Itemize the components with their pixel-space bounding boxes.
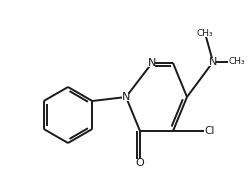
Bar bbox=[228, 58, 244, 66]
Bar bbox=[122, 93, 129, 101]
Bar bbox=[203, 127, 215, 135]
Text: O: O bbox=[135, 158, 144, 168]
Bar bbox=[196, 29, 213, 37]
Text: CH₃: CH₃ bbox=[228, 58, 244, 67]
Bar bbox=[209, 58, 216, 66]
Bar bbox=[136, 159, 143, 167]
Text: Cl: Cl bbox=[204, 126, 214, 136]
Bar bbox=[148, 59, 155, 67]
Text: N: N bbox=[147, 58, 156, 68]
Text: CH₃: CH₃ bbox=[196, 29, 212, 37]
Text: N: N bbox=[208, 57, 216, 67]
Text: N: N bbox=[121, 92, 130, 102]
